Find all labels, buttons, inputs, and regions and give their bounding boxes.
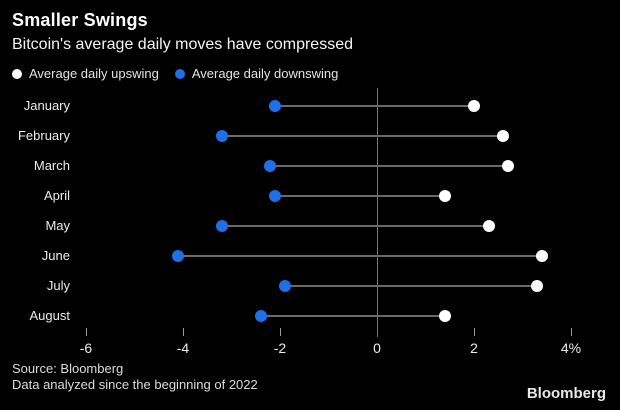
x-tick-mark [183,328,184,336]
connector-line [221,225,489,227]
chart-legend: Average daily upswing Average daily down… [12,66,338,81]
x-tick-mark [474,328,475,336]
downswing-dot [215,130,228,142]
chart-subtitle: Bitcoin's average daily moves have compr… [12,36,353,53]
upswing-dot [468,100,480,112]
connector-line [260,315,445,317]
x-tick-mark [280,328,281,336]
legend-label-downswing: Average daily downswing [191,66,339,81]
connector-line [275,105,474,107]
category-label: July [46,278,70,293]
source-text: Source: Bloomberg [12,361,124,376]
category-label: June [41,248,70,263]
category-label: May [45,218,70,233]
x-tick-label: 2 [470,340,478,356]
downswing-dot [269,100,282,112]
blue-dot-icon [174,68,185,79]
downswing-dot [215,220,228,232]
category-label: February [17,128,70,143]
bloomberg-logo: Bloomberg [526,385,606,402]
downswing-dot [254,310,267,322]
upswing-dot [438,190,451,202]
x-tick-label: -4 [176,340,190,356]
category-label: January [23,98,70,113]
connector-line [178,255,542,257]
legend-item-upswing: Average daily upswing [12,66,159,81]
connector-line [270,165,508,167]
white-dot-icon [12,68,22,79]
upswing-dot [531,280,544,292]
downswing-dot [264,160,277,172]
upswing-dot [482,220,495,232]
category-label: March [33,158,70,173]
chart-title: Smaller Swings [12,10,148,30]
legend-label-upswing: Average daily upswing [29,66,159,81]
category-label: April [43,188,70,203]
connector-line [284,285,538,287]
x-tick-label: 0 [373,340,381,356]
upswing-dot [501,160,514,172]
connector-line [275,195,445,197]
upswing-dot [438,310,451,322]
upswing-dot [535,250,548,262]
category-label: August [29,308,70,323]
x-tick-label: -6 [79,340,93,356]
downswing-dot [172,250,185,262]
downswing-dot [278,280,291,292]
downswing-dot [269,190,282,202]
chart-footer: Source: Bloomberg Data analyzed since th… [12,361,258,393]
x-tick-mark [571,328,572,336]
note-text: Data analyzed since the beginning of 202… [12,377,258,392]
legend-item-downswing: Average daily downswing [174,66,339,81]
x-tick-label: 4% [560,340,582,356]
zero-axis-line [377,88,378,337]
x-tick-mark [86,328,87,336]
upswing-dot [497,130,510,142]
connector-line [221,135,504,137]
x-tick-label: -2 [273,340,287,356]
